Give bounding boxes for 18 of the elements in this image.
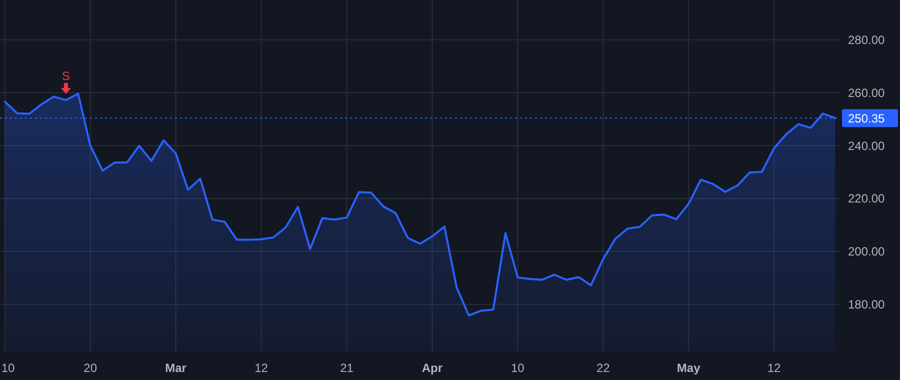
x-tick-label: Apr [422,361,443,376]
x-tick-label: May [676,361,701,376]
y-tick-label: 180.00 [848,298,886,312]
x-tick-label: 10 [1,361,15,376]
y-tick-label: 280.00 [848,32,886,47]
y-tick-label: 200.00 [848,244,886,259]
y-tick-label: 260.00 [848,86,886,100]
y-tick-label: 240.00 [848,138,886,153]
x-tick-label: 20 [84,361,98,376]
x-tick-label: 12 [767,361,782,376]
y-tick-label: 220.00 [848,192,886,206]
x-tick-label: 22 [596,361,610,376]
x-tick-label: 21 [340,361,354,376]
x-tick-label: 10 [510,361,525,376]
ref-line-label: 250.35 [848,111,886,126]
x-tick-label: 12 [254,361,268,376]
x-tick-label: Mar [165,361,187,376]
annotation: S [62,69,70,84]
